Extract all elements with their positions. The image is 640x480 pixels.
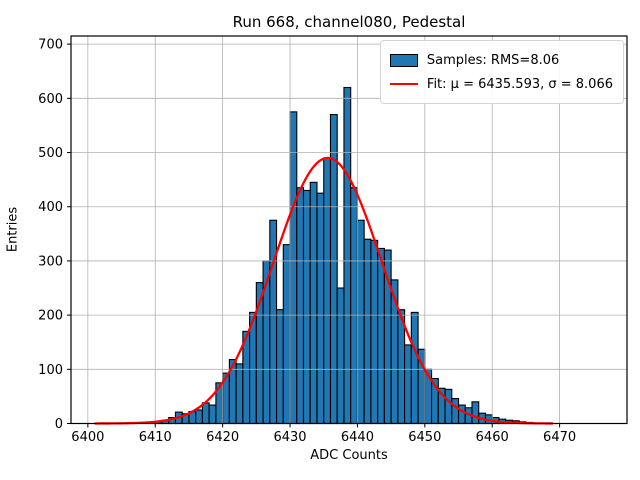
samples-swatch-icon	[389, 53, 418, 67]
legend-fit-label: Fit: μ = 6435.593, σ = 8.066	[426, 76, 613, 92]
y-tick-label: 300	[38, 254, 63, 269]
axes-box	[70, 35, 628, 425]
histogram-bar	[457, 404, 466, 425]
chart-title: Run 668, channel080, Pedestal	[232, 13, 466, 31]
x-tick-label: 6420	[206, 430, 239, 445]
histogram-bar	[377, 247, 385, 425]
fit-curve	[94, 156, 553, 425]
histogram-bar	[356, 219, 365, 425]
x-tick-label: 6440	[341, 430, 374, 445]
axis-ticks: 6400 6410 6420 6430 6440 6450 6460 6470 0 100 200 3…	[38, 38, 576, 445]
histogram-bar	[195, 409, 203, 425]
histogram-bar	[201, 402, 210, 425]
x-tick-label: 6450	[408, 430, 441, 445]
x-tick-label: 6400	[71, 430, 104, 445]
histogram-bar	[404, 344, 412, 425]
histogram-bar	[316, 192, 325, 425]
y-tick-label: 600	[38, 92, 63, 107]
gaussian-fit-line	[94, 156, 553, 425]
axes-spines	[70, 35, 628, 425]
legend: Samples: RMS=8.06 Fit: μ = 6435.593, σ =…	[379, 40, 624, 104]
histogram-bar	[343, 86, 352, 425]
histogram-bar	[302, 189, 311, 425]
histogram-bar	[336, 287, 345, 425]
x-axis-label: ADC Counts	[310, 448, 388, 463]
histogram-bar	[309, 181, 318, 425]
histogram-bar	[370, 239, 379, 425]
x-tick-label: 6410	[139, 430, 172, 445]
legend-samples-label: Samples: RMS=8.06	[426, 52, 560, 68]
legend-samples-entry: Samples: RMS=8.06	[389, 48, 613, 72]
y-axis-label: Entries	[5, 206, 21, 253]
histogram-bar	[208, 404, 217, 425]
histogram-bar	[289, 111, 298, 425]
histogram-bar	[471, 401, 480, 425]
histogram-bar	[235, 363, 244, 425]
histogram-bar	[363, 238, 372, 425]
histogram-bar	[282, 244, 291, 425]
legend-fit-entry: Fit: μ = 6435.593, σ = 8.066	[389, 72, 613, 96]
y-tick-label: 500	[38, 146, 63, 161]
histogram-bar	[296, 187, 305, 425]
x-tick-label: 6470	[543, 430, 576, 445]
y-tick-label: 700	[38, 38, 63, 53]
histogram-bar	[350, 187, 358, 425]
histogram-bars	[154, 86, 534, 425]
histogram-bar	[323, 157, 332, 425]
y-tick-label: 100	[38, 363, 63, 378]
histogram-bar	[444, 388, 453, 425]
fit-line-swatch-icon	[389, 82, 418, 86]
histogram-bar	[397, 309, 406, 425]
y-tick-label: 200	[38, 309, 63, 324]
y-tick-label: 400	[38, 200, 63, 215]
x-tick-label: 6460	[476, 430, 509, 445]
x-tick-label: 6430	[273, 430, 306, 445]
histogram-bar	[269, 219, 278, 425]
histogram-bar	[275, 309, 284, 425]
y-tick-label: 0	[55, 417, 63, 432]
histogram-bar	[410, 311, 419, 425]
histogram-bar	[451, 398, 460, 425]
